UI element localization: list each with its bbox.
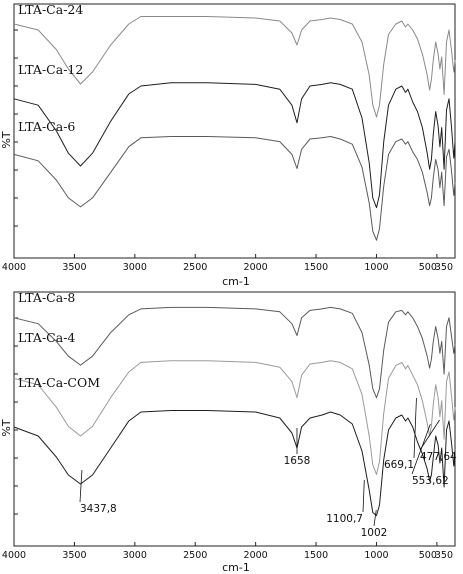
x-tick-label: 3000: [123, 550, 147, 561]
series-label-lta-ca-24: LTA-Ca-24: [18, 2, 83, 17]
bottom-series-labels: LTA-Ca-8 LTA-Ca-4 LTA-Ca-COM: [18, 290, 100, 390]
series-line-lta-ca-24: [13, 16, 456, 118]
top-series-labels: LTA-Ca-24 LTA-Ca-12 LTA-Ca-6: [18, 2, 83, 134]
x-tick-label: 2000: [244, 550, 268, 561]
annotation-leader: [362, 479, 365, 513]
x-tick-label: 3000: [123, 262, 147, 273]
annotation-leader: [79, 469, 83, 503]
bottom-panel: %T cm-1 4000 3500 3000 2500 2000 1500 1000 5003…: [0, 290, 457, 574]
x-tick-label: 1500: [304, 550, 328, 561]
x-tick-label: 3500: [62, 550, 86, 561]
series-line-lta-ca-6: [13, 136, 456, 241]
series-label-lta-ca-12: LTA-Ca-12: [18, 62, 83, 77]
series-line-lta-ca-12: [13, 82, 456, 209]
annotation-leader: [419, 419, 440, 451]
series-line-lta-ca-8: [13, 306, 456, 399]
bottom-x-axis-label: cm-1: [222, 561, 250, 574]
top-plot-frame: [13, 3, 456, 259]
annotation-leader: [373, 509, 377, 527]
x-tick-label: 1000: [364, 550, 388, 561]
x-tick-label: 4000: [2, 550, 26, 561]
top-x-axis-label: cm-1: [222, 275, 250, 288]
series-label-lta-ca-com: LTA-Ca-COM: [18, 375, 100, 390]
x-tick-label: 350: [435, 550, 453, 561]
series-label-lta-ca-4: LTA-Ca-4: [18, 330, 75, 345]
bottom-y-axis-label: %T: [0, 419, 13, 436]
top-series-lines: [13, 16, 456, 241]
x-tick-label: 500: [419, 262, 437, 273]
annotation-label: 553,62: [412, 475, 449, 487]
annotation-leader: [411, 423, 431, 475]
series-line-lta-ca-com: [13, 410, 456, 516]
x-tick-label: 4000: [2, 262, 26, 273]
x-tick-label: 1500: [304, 262, 328, 273]
annotation-label: 3437,8: [80, 503, 117, 515]
series-line-lta-ca-4: [13, 360, 456, 475]
peak-annotations: 3437,8 1658 1100,7 1002 669,1 553,62 477,64: [79, 397, 457, 539]
top-y-axis-label: %T: [0, 131, 13, 148]
annotation-label: 1100,7: [326, 513, 363, 525]
bottom-plot-frame: [13, 291, 456, 547]
x-tick-label: 500: [419, 550, 437, 561]
series-label-lta-ca-8: LTA-Ca-8: [18, 290, 75, 305]
annotation-label: 1002: [361, 527, 388, 539]
annotation-label: 669,1: [384, 459, 414, 471]
x-tick-label: 2000: [244, 262, 268, 273]
top-panel: %T cm-1 4000 3500 3000 2500 2000 1500 1000 5003…: [0, 2, 456, 288]
annotation-label: 477,64: [420, 451, 457, 463]
x-tick-label: 2500: [183, 262, 207, 273]
series-label-lta-ca-6: LTA-Ca-6: [18, 119, 75, 134]
annotation-leader: [413, 397, 417, 459]
x-tick-label: 2500: [183, 550, 207, 561]
x-tick-label: 350: [435, 262, 453, 273]
x-tick-label: 1000: [364, 262, 388, 273]
bottom-series-lines: [13, 306, 456, 516]
x-tick-label: 3500: [62, 262, 86, 273]
annotation-label: 1658: [284, 455, 311, 467]
